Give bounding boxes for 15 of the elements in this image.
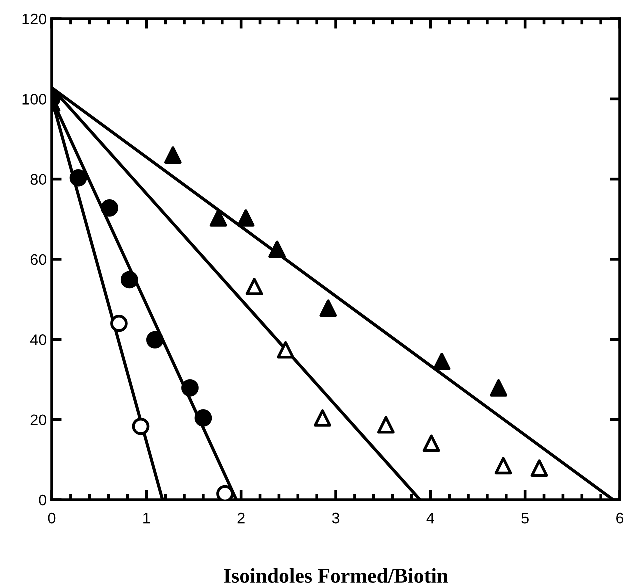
x-tick-label: 2 <box>238 512 245 524</box>
y-tick-label: 80 <box>30 174 47 186</box>
y-tick-label: 20 <box>30 414 47 426</box>
x-tick-label: 0 <box>48 512 56 524</box>
x-tick-label: 6 <box>616 512 624 524</box>
y-tick-label: 0 <box>39 494 47 506</box>
y-tick-label: 120 <box>22 14 47 25</box>
x-tick-label: 5 <box>522 513 529 524</box>
y-tick-label: 60 <box>30 254 47 266</box>
x-tick-label: 1 <box>144 513 150 524</box>
x-tick-label: 4 <box>426 513 434 524</box>
y-tick-label: 100 <box>22 94 47 105</box>
y-tick-label: 40 <box>30 334 47 346</box>
x-axis-title: Isoindoles Formed/Biotin <box>224 568 448 584</box>
x-tick-label: 3 <box>332 512 340 524</box>
